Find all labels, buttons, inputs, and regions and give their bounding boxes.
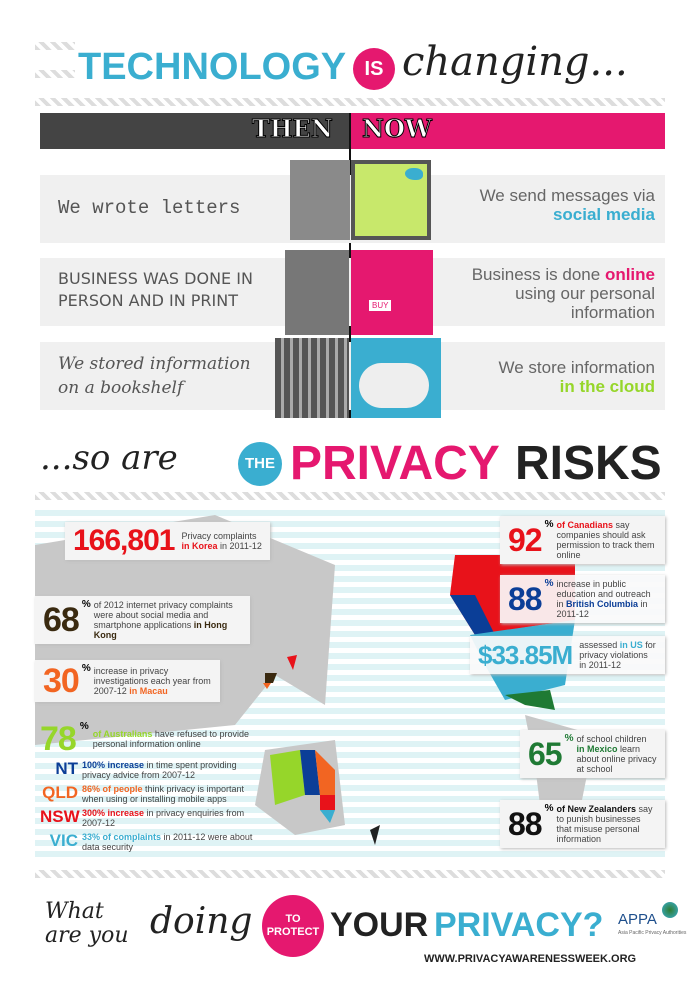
- stat-number: 68: [43, 601, 80, 639]
- online-store-image: BUY: [351, 250, 433, 335]
- title-changing: changing...: [402, 39, 628, 85]
- privacy-title: PRIVACY: [290, 437, 500, 490]
- decor-zigzag: [35, 98, 665, 106]
- australia-vic: [320, 810, 335, 823]
- now-bar: [350, 113, 665, 149]
- stat-text: 86% of people think privacy is important…: [82, 784, 245, 804]
- footer-doing: doing: [150, 901, 253, 942]
- typewriter-image: [290, 160, 350, 240]
- then-text: We wrote letters: [58, 197, 241, 219]
- australia-qld: [315, 750, 335, 795]
- stat-text: increase in privacy investigations each …: [93, 666, 211, 696]
- twitter-bird-icon: [405, 168, 423, 180]
- shopkeeper-image: [285, 250, 349, 335]
- stat-nsw: NSW 300% increase in privacy enquiries fr…: [40, 807, 255, 829]
- stat-text: 100% increase in time spent providing pr…: [82, 760, 237, 780]
- australia-nt: [300, 750, 320, 795]
- percent-sign: %: [81, 599, 91, 610]
- mexico: [505, 690, 555, 710]
- stat-text: of school children in Mexico learn about…: [576, 734, 657, 774]
- stat-number: 30: [43, 662, 80, 700]
- cloud-icon: [359, 363, 429, 408]
- decor-zigzag: [35, 42, 75, 50]
- stat-number: 166,801: [73, 524, 175, 557]
- cloud-image: [351, 338, 441, 418]
- stat-text: of New Zealanders say to punish business…: [556, 804, 653, 844]
- stat-text: assessed in US for privacy violations in…: [579, 640, 656, 670]
- risks-title: RISKS: [515, 437, 662, 490]
- stat-hongkong: 68% of 2012 internet privacy complaints …: [35, 596, 250, 644]
- then-text: We stored information on a bookshelf: [58, 354, 251, 398]
- now-label: NOW: [362, 114, 433, 144]
- stat-text: increase in public education and outreac…: [556, 579, 651, 619]
- stat-number: 88: [508, 806, 543, 842]
- stat-qld: QLD 86% of people think privacy is import…: [40, 783, 255, 805]
- percent-sign: %: [81, 663, 91, 674]
- state-code: NT: [55, 759, 78, 778]
- stat-text: of Canadians say companies should ask pe…: [556, 520, 655, 560]
- hong-kong: [265, 673, 277, 683]
- stat-number: 78: [40, 720, 77, 758]
- stat-text: Privacy complaints in Korea in 2011-12: [181, 531, 262, 551]
- now-text: We send messages via social media: [479, 186, 655, 224]
- australia-stats: 78% of Australians have refused to provi…: [40, 720, 255, 853]
- footer-your: YOUR: [330, 906, 429, 944]
- stat-nt: NT 100% increase in time spent providing …: [40, 759, 255, 781]
- australia-nsw: [320, 795, 335, 810]
- new-zealand: [370, 825, 380, 845]
- decor-zigzag: [35, 70, 75, 78]
- globe-icon: [662, 902, 678, 918]
- state-code: NSW: [40, 807, 80, 826]
- stat-number: 92: [508, 522, 543, 558]
- decor-zigzag: [35, 870, 665, 878]
- bookshelf-image: [275, 338, 349, 418]
- to-protect-badge: TO PROTECT: [262, 895, 324, 957]
- so-are-text: ...so are: [40, 438, 178, 478]
- percent-sign: %: [564, 733, 574, 744]
- buy-button: BUY: [369, 300, 392, 311]
- then-text: BUSINESS WAS DONE IN PERSON AND IN PRINT: [58, 269, 253, 310]
- footer-privacy: PRIVACY?: [434, 906, 604, 944]
- stat-number: 65: [528, 736, 563, 772]
- stat-text: 33% of complaints in 2011-12 were about …: [82, 832, 253, 852]
- stat-british-columbia: 88% increase in public education and out…: [500, 575, 665, 623]
- state-code: VIC: [49, 831, 78, 850]
- stat-number: 88: [508, 581, 543, 617]
- macau: [263, 683, 271, 689]
- the-badge: THE: [238, 442, 282, 486]
- then-label: THEN: [252, 114, 334, 144]
- stat-mexico: 65% of school children in Mexico learn a…: [520, 730, 665, 778]
- decor-zigzag: [35, 492, 665, 500]
- percent-sign: %: [544, 803, 554, 814]
- percent-sign: %: [544, 578, 554, 589]
- stat-macau: 30% increase in privacy investigations e…: [35, 660, 220, 702]
- tablet-image: [351, 160, 431, 240]
- stat-number: $33.85M: [478, 640, 573, 670]
- title-technology: TECHNOLOGY: [78, 46, 347, 88]
- stat-korea: 166,801 Privacy complaints in Korea in 2…: [65, 522, 270, 560]
- website-link[interactable]: WWW.PRIVACYAWARENESSWEEK.ORG: [424, 953, 637, 965]
- percent-sign: %: [544, 519, 554, 530]
- stat-vic: VIC 33% of complaints in 2011-12 were abo…: [40, 831, 255, 853]
- footer-what-are-you: What are you: [45, 899, 129, 948]
- then-bar: [40, 113, 350, 149]
- now-text: Business is done online using our person…: [471, 265, 655, 322]
- now-text: We store information in the cloud: [498, 358, 655, 396]
- korea: [287, 655, 297, 670]
- stat-text: of 2012 internet privacy complaints were…: [93, 600, 233, 640]
- percent-sign: %: [79, 721, 89, 732]
- appa-logo: APPA: [618, 911, 657, 928]
- british-columbia: [450, 595, 495, 635]
- australia-wa: [270, 750, 305, 805]
- stat-australia: 78% of Australians have refused to provi…: [40, 720, 255, 758]
- stat-canada: 92% of Canadians say companies should as…: [500, 516, 665, 564]
- stat-text: of Australians have refused to provide p…: [92, 729, 249, 749]
- stat-text: 300% increase in privacy enquiries from …: [82, 808, 245, 828]
- stat-us: $33.85M assessed in US for privacy viola…: [470, 636, 665, 674]
- state-code: QLD: [42, 783, 78, 802]
- appa-subtitle: Asia Pacific Privacy Authorities: [618, 930, 687, 936]
- is-badge: IS: [353, 48, 395, 90]
- stat-new-zealand: 88% of New Zealanders say to punish busi…: [500, 800, 665, 848]
